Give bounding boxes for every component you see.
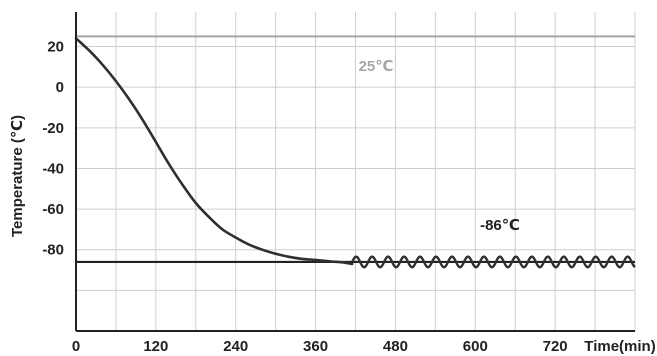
axes [75, 12, 635, 332]
cooling-curve [74, 37, 354, 266]
x-tick-label: 120 [143, 338, 168, 355]
reference-label-25c: 25℃ [359, 58, 394, 75]
x-axis-label: Time(min) [584, 338, 655, 355]
y-tick-label: -40 [42, 160, 64, 177]
x-tick-label: 0 [72, 338, 80, 355]
grid [76, 12, 636, 331]
y-axis-label: Temperature (℃) [9, 115, 26, 237]
oscillation-curve [351, 255, 636, 269]
series-group [74, 37, 636, 269]
y-tick-label: 20 [47, 39, 64, 56]
y-tick-label: -20 [42, 120, 64, 137]
x-tick-label: 240 [223, 338, 248, 355]
y-tick-label: -80 [42, 242, 64, 259]
y-tick-label: -60 [42, 201, 64, 218]
x-tick-label: 600 [463, 338, 488, 355]
x-tick-label: 480 [383, 338, 408, 355]
tick-labels: 20 0 -20 -40 -60 -80 0 120 240 360 480 600 720 [42, 39, 567, 355]
reference-lines [76, 35, 635, 264]
x-tick-label: 720 [543, 338, 568, 355]
x-tick-label: 360 [303, 338, 328, 355]
y-tick-label: 0 [56, 79, 64, 96]
reference-label-minus86c: -86℃ [480, 217, 520, 234]
